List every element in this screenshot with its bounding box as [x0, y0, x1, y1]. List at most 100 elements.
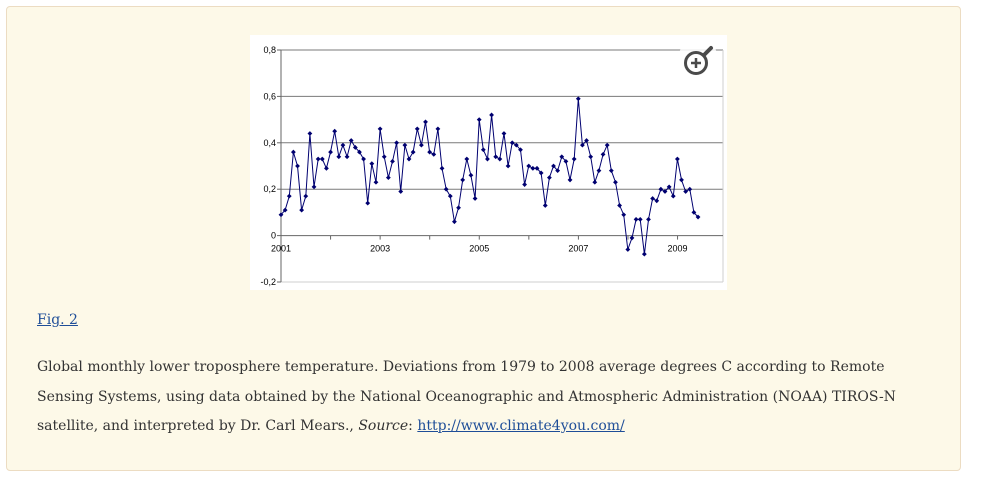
data-point: [299, 207, 305, 213]
data-point: [679, 177, 684, 183]
data-point: [423, 119, 428, 125]
data-point: [324, 165, 329, 171]
series-line: [280, 98, 699, 255]
data-point: [410, 149, 416, 155]
zoom-in-icon[interactable]: [676, 39, 720, 83]
data-point: [658, 186, 664, 192]
data-point: [501, 131, 507, 136]
data-point: [654, 198, 660, 204]
data-point: [307, 131, 313, 136]
data-point: [369, 161, 375, 167]
data-point: [666, 184, 672, 190]
caption-text: Global monthly lower troposphere tempera…: [37, 359, 896, 434]
data-point: [629, 235, 635, 241]
data-point: [406, 156, 412, 162]
data-point: [613, 179, 618, 185]
data-point: [340, 142, 346, 148]
data-point: [464, 156, 470, 162]
data-point: [336, 154, 342, 160]
data-point: [286, 193, 292, 199]
data-point: [390, 158, 395, 164]
data-point: [357, 149, 362, 155]
data-point: [447, 193, 453, 199]
data-point: [674, 156, 680, 162]
data-point: [480, 147, 486, 153]
data-point: [567, 177, 573, 183]
data-point: [526, 163, 532, 169]
data-point: [311, 184, 317, 190]
chart-container: -0,2 0 0,2 0,4 0,6 0,8 2001 2003 2005 2007 2009: [250, 35, 727, 290]
data-point: [439, 165, 445, 171]
data-point: [596, 168, 602, 174]
data-point: [398, 189, 404, 194]
data-point: [303, 193, 309, 199]
data-point: [365, 200, 371, 206]
data-point: [534, 165, 540, 171]
data-point: [295, 163, 300, 169]
data-point: [456, 205, 461, 211]
data-point: [344, 154, 350, 160]
data-point: [361, 156, 366, 162]
data-point: [530, 165, 536, 171]
data-point: [592, 179, 598, 185]
x-tick-label: 2003: [370, 244, 390, 254]
data-point: [290, 149, 296, 155]
data-point: [546, 175, 552, 180]
x-tick-label: 2009: [668, 244, 688, 254]
data-point: [538, 170, 544, 176]
data-point: [662, 189, 668, 194]
data-point: [319, 156, 325, 162]
y-tick-label: 0: [271, 231, 276, 241]
data-point: [377, 126, 383, 132]
data-point: [559, 154, 565, 160]
data-point: [418, 142, 424, 148]
source-link[interactable]: http://www.climate4you.com/: [417, 418, 625, 434]
y-tick-label: 0,8: [263, 45, 276, 55]
data-point: [650, 196, 656, 201]
data-point: [687, 186, 693, 192]
data-point: [509, 140, 515, 146]
data-point: [485, 156, 490, 162]
y-tick-label: 0,6: [263, 91, 276, 101]
data-point: [394, 140, 400, 146]
data-point: [460, 177, 466, 183]
data-point: [600, 152, 606, 157]
data-point: [670, 193, 676, 199]
figure-card: -0,2 0 0,2 0,4 0,6 0,8 2001 2003 2005 2007 2009 Fi…: [6, 6, 961, 471]
x-tick-label: 2005: [469, 244, 489, 254]
data-point: [575, 96, 581, 102]
data-point: [493, 154, 499, 160]
data-point: [452, 219, 457, 225]
data-point: [625, 247, 631, 252]
data-point: [352, 145, 358, 150]
data-point: [621, 212, 627, 218]
data-point: [328, 149, 333, 155]
data-point: [551, 163, 556, 169]
figure-link[interactable]: Fig. 2: [37, 312, 78, 328]
source-separator: :: [408, 418, 418, 434]
y-tick-label: 0,4: [263, 138, 276, 148]
data-point: [646, 216, 651, 222]
data-point: [522, 182, 528, 187]
data-point: [443, 186, 449, 192]
data-point: [608, 168, 614, 174]
data-point: [348, 138, 354, 143]
data-point: [542, 203, 548, 208]
data-point: [683, 189, 689, 194]
data-point: [513, 142, 519, 148]
data-point: [385, 175, 391, 180]
data-point: [584, 138, 589, 143]
data-point: [497, 156, 503, 162]
x-tick-label: 2007: [568, 244, 588, 254]
data-point: [691, 210, 697, 215]
data-point: [332, 128, 338, 134]
data-point: [695, 214, 701, 220]
data-point: [381, 154, 387, 160]
data-point: [641, 251, 647, 257]
data-point: [588, 154, 594, 160]
data-point: [617, 203, 622, 208]
data-point: [555, 168, 561, 174]
data-point: [435, 126, 441, 132]
data-point: [633, 216, 639, 222]
data-point: [373, 179, 379, 185]
